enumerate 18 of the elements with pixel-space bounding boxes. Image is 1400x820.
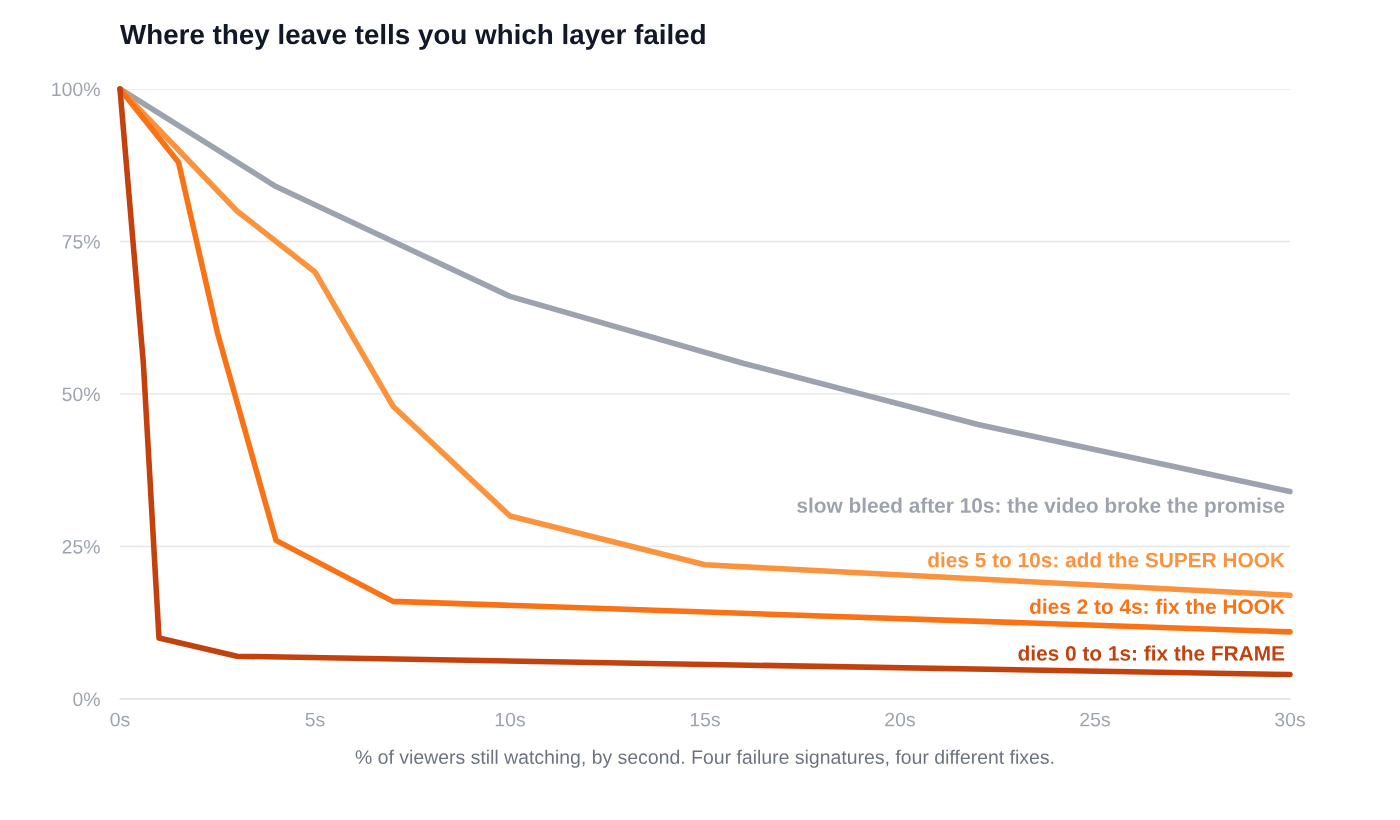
x-tick-label: 5s [305, 712, 325, 727]
x-tick-label: 15s [690, 712, 720, 727]
x-tick-label: 25s [1080, 712, 1110, 727]
y-tick-label: 0% [73, 692, 100, 707]
series-label: dies 5 to 10s: add the SUPER HOOK [928, 552, 1285, 568]
x-axis-title: % of viewers still watching, by second. Four failure signatures, four different fixes. [355, 749, 1054, 768]
x-tick-label: 10s [495, 712, 525, 727]
y-tick-label: 25% [62, 539, 100, 554]
y-tick-label: 50% [62, 387, 100, 402]
y-tick-label: 100% [52, 82, 100, 97]
x-tick-label: 20s [885, 712, 915, 727]
series-label: dies 2 to 4s: fix the HOOK [1030, 598, 1285, 615]
chart-title: Where they leave tells you which layer failed [120, 23, 705, 50]
y-tick-label: 75% [62, 235, 100, 249]
x-tick-label: 30s [1275, 712, 1305, 727]
x-tick-label: 0s [110, 712, 130, 727]
series-label: slow bleed after 10s: the video broke the promise [797, 497, 1285, 517]
series-label: dies 0 to 1s: fix the FRAME [1018, 645, 1285, 661]
